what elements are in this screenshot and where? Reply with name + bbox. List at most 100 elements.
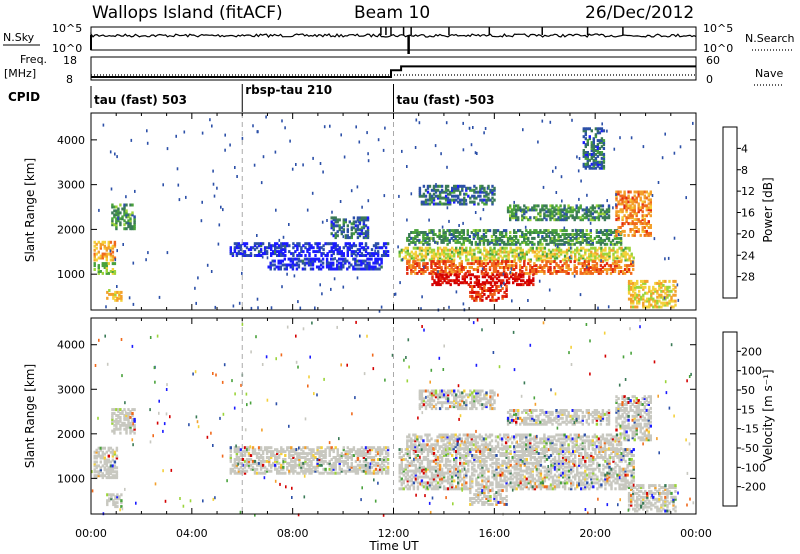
data-cell <box>119 427 122 431</box>
data-cell <box>97 256 100 260</box>
data-cell <box>618 256 621 260</box>
data-cell <box>648 303 651 307</box>
data-cell <box>496 262 500 266</box>
data-cell <box>354 228 358 232</box>
data-cell <box>549 271 552 275</box>
data-cell <box>357 220 360 224</box>
data-cell <box>473 190 476 194</box>
data-cell <box>440 250 444 254</box>
data-cell <box>239 448 243 452</box>
data-cell <box>593 264 597 268</box>
data-cell <box>231 469 235 473</box>
data-cell <box>605 208 609 212</box>
data-cell <box>336 263 339 267</box>
data-cell <box>577 229 580 233</box>
data-cell <box>517 240 520 244</box>
data-cell <box>457 452 460 455</box>
data-cell <box>93 262 96 266</box>
data-cell <box>493 283 497 287</box>
data-cell <box>539 256 543 260</box>
data-cell <box>529 246 532 250</box>
data-cell <box>444 233 447 236</box>
data-cell <box>515 240 518 244</box>
data-cell <box>418 231 421 234</box>
data-cell <box>480 260 484 264</box>
data-cell <box>527 238 530 242</box>
data-cell <box>579 235 582 238</box>
data-cell <box>306 461 309 465</box>
data-cell <box>245 254 249 257</box>
data-cell <box>274 459 277 463</box>
data-cell <box>370 267 373 271</box>
data-cell <box>451 254 454 258</box>
data-cell <box>523 238 526 242</box>
data-cell <box>565 262 568 266</box>
data-cell <box>557 266 560 269</box>
data-cell <box>261 458 265 461</box>
data-cell <box>310 246 313 250</box>
data-cell <box>428 242 431 246</box>
data-cell <box>492 260 496 264</box>
data-cell <box>265 467 269 471</box>
data-cell <box>368 469 372 473</box>
data-cell <box>643 200 646 204</box>
data-cell <box>600 250 603 254</box>
data-cell <box>598 147 602 150</box>
data-cell <box>293 257 297 261</box>
data-cell <box>313 259 317 263</box>
data-cell <box>639 208 642 212</box>
data-cell <box>344 261 347 265</box>
data-cell <box>348 465 351 469</box>
data-cell <box>117 215 120 219</box>
data-cell <box>613 264 617 268</box>
data-cell <box>467 452 470 455</box>
data-cell <box>494 262 498 266</box>
data-cell <box>402 248 405 252</box>
data-cell <box>301 259 305 263</box>
data-cell <box>621 198 624 202</box>
data-cell <box>416 231 419 234</box>
data-cell <box>485 190 488 194</box>
data-cell <box>629 204 632 208</box>
data-cell <box>600 129 604 133</box>
data-cell <box>637 194 640 198</box>
data-cell <box>384 458 388 461</box>
data-cell <box>515 231 518 234</box>
data-cell <box>629 229 632 233</box>
data-cell <box>243 465 247 469</box>
data-cell <box>455 281 458 285</box>
data-cell <box>426 448 430 452</box>
data-cell <box>592 145 595 149</box>
data-cell <box>646 297 649 301</box>
data-cell <box>571 235 574 238</box>
data-cell <box>439 279 442 283</box>
data-cell <box>619 260 623 264</box>
data-cell <box>505 258 508 262</box>
data-cell <box>229 250 232 254</box>
data-cell <box>108 292 111 296</box>
data-cell <box>296 242 299 246</box>
data-cell <box>553 254 557 258</box>
data-cell <box>502 272 505 276</box>
data-cell <box>587 260 590 264</box>
data-cell <box>566 213 568 217</box>
data-cell <box>177 183 180 187</box>
data-cell <box>446 238 449 242</box>
data-cell <box>432 262 435 266</box>
data-cell <box>245 446 249 450</box>
data-cell <box>483 285 486 288</box>
data-cell <box>101 256 104 260</box>
data-cell <box>436 260 439 264</box>
data-cell <box>557 233 560 236</box>
data-cell <box>525 271 528 275</box>
data-cell <box>519 270 522 273</box>
data-cell <box>463 485 466 489</box>
data-cell <box>288 463 291 467</box>
data-cell <box>282 448 285 452</box>
data-cell <box>412 238 415 242</box>
data-cell <box>384 469 388 473</box>
data-cell <box>111 211 114 215</box>
data-cell <box>274 244 277 248</box>
data-cell <box>431 277 434 281</box>
data-cell <box>251 446 255 450</box>
